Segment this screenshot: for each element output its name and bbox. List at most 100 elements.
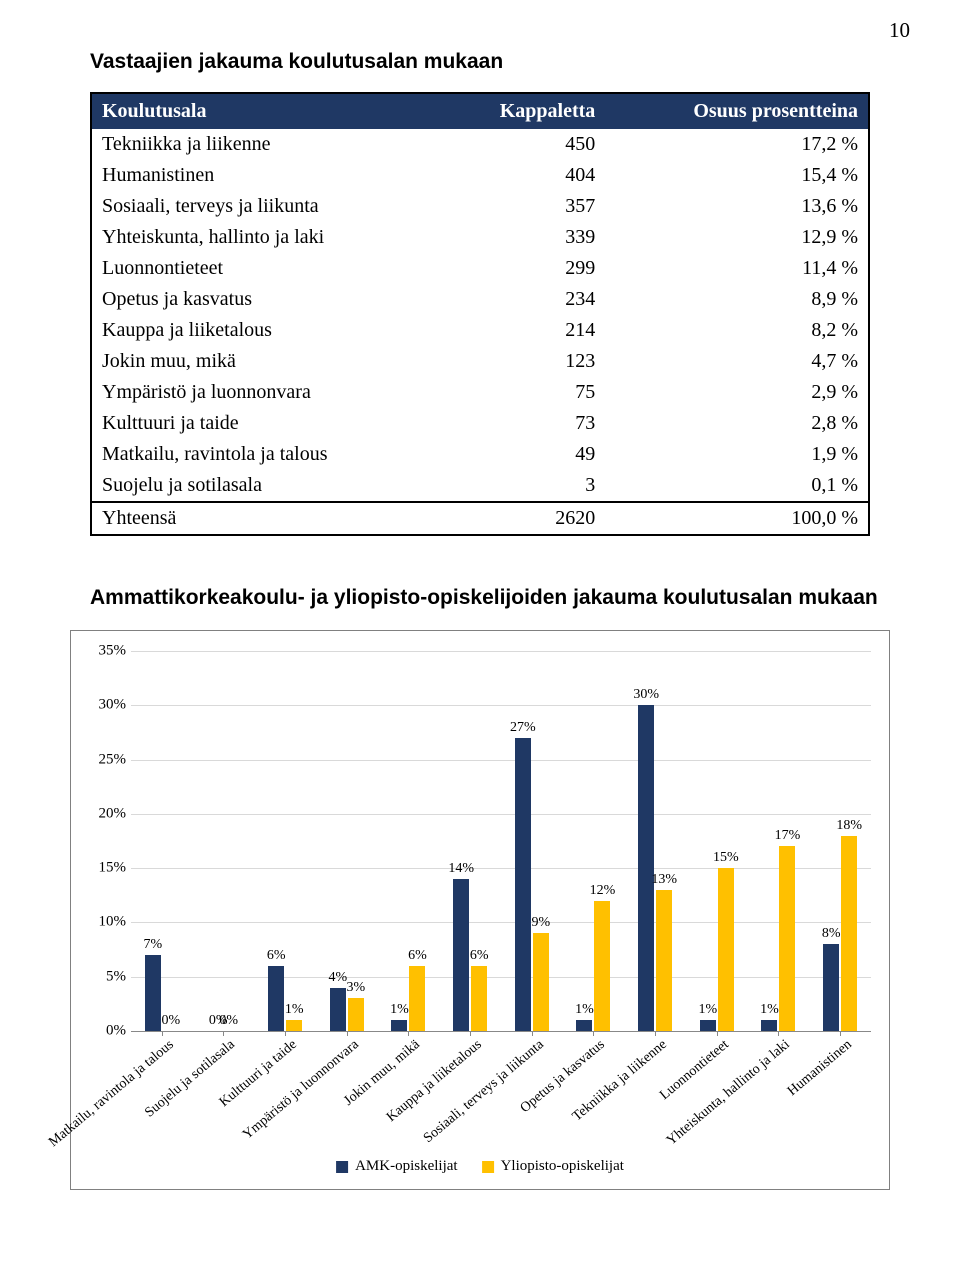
table-row: Tekniikka ja liikenne45017,2 % — [91, 129, 869, 160]
y-axis-label: 5% — [86, 968, 126, 985]
cell-label: Yhteiskunta, hallinto ja laki — [91, 222, 441, 253]
cell-pct: 8,9 % — [605, 284, 869, 315]
bar-value-label: 1% — [760, 1002, 779, 1018]
bar-group: 1%15%Luonnontieteet — [686, 651, 748, 1031]
legend-label: AMK-opiskelijat — [355, 1158, 458, 1175]
cell-total-pct: 100,0 % — [605, 502, 869, 535]
cell-count: 214 — [441, 315, 605, 346]
cell-label: Kulttuuri ja taide — [91, 408, 441, 439]
cell-count: 49 — [441, 439, 605, 470]
table-row: Ympäristö ja luonnonvara752,9 % — [91, 377, 869, 408]
col-header-koulutusala: Koulutusala — [91, 93, 441, 129]
cell-pct: 2,8 % — [605, 408, 869, 439]
cell-pct: 17,2 % — [605, 129, 869, 160]
cell-count: 3 — [441, 470, 605, 502]
cell-label: Luonnontieteet — [91, 253, 441, 284]
bar-amk: 1% — [576, 1020, 592, 1031]
bar-yliopisto: 6% — [409, 966, 425, 1031]
bar-value-label: 27% — [510, 720, 536, 736]
cell-count: 123 — [441, 346, 605, 377]
cell-label: Kauppa ja liiketalous — [91, 315, 441, 346]
bar-value-label: 1% — [285, 1002, 304, 1018]
bar-group: 1%17%Yhteiskunta, hallinto ja laki — [748, 651, 810, 1031]
cell-label: Opetus ja kasvatus — [91, 284, 441, 315]
bar-value-label: 6% — [408, 948, 427, 964]
table-title: Vastaajien jakauma koulutusalan mukaan — [90, 50, 890, 74]
bar-yliopisto: 12% — [594, 901, 610, 1031]
bar-group: 8%18%Humanistinen — [809, 651, 871, 1031]
cell-pct: 4,7 % — [605, 346, 869, 377]
cell-label: Matkailu, ravintola ja talous — [91, 439, 441, 470]
bar-chart: 0%5%10%15%20%25%30%35%7%0%Matkailu, ravi… — [70, 630, 890, 1190]
bar-yliopisto: 3% — [348, 998, 364, 1031]
bar-amk: 1% — [761, 1020, 777, 1031]
bar-group: 14%6%Kauppa ja liiketalous — [439, 651, 501, 1031]
bar-value-label: 7% — [143, 937, 162, 953]
table-total-row: Yhteensä2620100,0 % — [91, 502, 869, 535]
bar-value-label: 17% — [775, 828, 801, 844]
col-header-osuus: Osuus prosentteina — [605, 93, 869, 129]
bar-amk: 1% — [700, 1020, 716, 1031]
bar-value-label: 30% — [633, 687, 659, 703]
y-axis-label: 35% — [86, 643, 126, 660]
legend-item-amk: AMK-opiskelijat — [336, 1158, 458, 1175]
cell-label: Jokin muu, mikä — [91, 346, 441, 377]
cell-pct: 13,6 % — [605, 191, 869, 222]
bar-value-label: 3% — [346, 980, 365, 996]
bar-yliopisto: 13% — [656, 890, 672, 1031]
cell-total-label: Yhteensä — [91, 502, 441, 535]
chart-title: Ammattikorkeakoulu- ja yliopisto-opiskel… — [90, 586, 890, 610]
cell-label: Tekniikka ja liikenne — [91, 129, 441, 160]
cell-total-count: 2620 — [441, 502, 605, 535]
bar-value-label: 8% — [822, 926, 841, 942]
bar-amk: 30% — [638, 705, 654, 1031]
y-axis-label: 0% — [86, 1023, 126, 1040]
col-header-kappaletta: Kappaletta — [441, 93, 605, 129]
cell-label: Sosiaali, terveys ja liikunta — [91, 191, 441, 222]
swatch-icon — [336, 1161, 348, 1173]
chart-legend: AMK-opiskelijat Yliopisto-opiskelijat — [336, 1158, 624, 1175]
bar-group: 0%0%Suojelu ja sotilasala — [193, 651, 255, 1031]
bar-value-label: 1% — [698, 1002, 717, 1018]
legend-item-yliopisto: Yliopisto-opiskelijat — [482, 1158, 624, 1175]
bar-value-label: 6% — [470, 948, 489, 964]
legend-label: Yliopisto-opiskelijat — [501, 1158, 624, 1175]
cell-count: 73 — [441, 408, 605, 439]
cell-pct: 11,4 % — [605, 253, 869, 284]
bar-group: 4%3%Ympäristö ja luonnonvara — [316, 651, 378, 1031]
table-row: Suojelu ja sotilasala30,1 % — [91, 470, 869, 502]
cell-count: 404 — [441, 160, 605, 191]
cell-count: 299 — [441, 253, 605, 284]
table-row: Kauppa ja liiketalous2148,2 % — [91, 315, 869, 346]
bar-value-label: 1% — [390, 1002, 409, 1018]
table-row: Jokin muu, mikä1234,7 % — [91, 346, 869, 377]
bar-value-label: 0% — [219, 1013, 238, 1029]
table-row: Kulttuuri ja taide732,8 % — [91, 408, 869, 439]
cell-label: Humanistinen — [91, 160, 441, 191]
cell-pct: 8,2 % — [605, 315, 869, 346]
bar-yliopisto: 17% — [779, 846, 795, 1031]
cell-pct: 12,9 % — [605, 222, 869, 253]
cell-pct: 1,9 % — [605, 439, 869, 470]
bar-group: 1%6%Jokin muu, mikä — [378, 651, 440, 1031]
y-axis-label: 30% — [86, 697, 126, 714]
y-axis-label: 25% — [86, 751, 126, 768]
bar-yliopisto: 1% — [286, 1020, 302, 1031]
y-axis-label: 15% — [86, 860, 126, 877]
bar-amk: 8% — [823, 944, 839, 1031]
data-table: Koulutusala Kappaletta Osuus prosenttein… — [90, 92, 870, 536]
bar-value-label: 4% — [328, 970, 347, 986]
cell-count: 75 — [441, 377, 605, 408]
table-row: Luonnontieteet29911,4 % — [91, 253, 869, 284]
bar-amk: 4% — [330, 988, 346, 1031]
bar-value-label: 6% — [267, 948, 286, 964]
bar-group: 1%12%Opetus ja kasvatus — [563, 651, 625, 1031]
bar-group: 6%1%Kulttuuri ja taide — [254, 651, 316, 1031]
bar-value-label: 1% — [575, 1002, 594, 1018]
y-axis-label: 10% — [86, 914, 126, 931]
bar-yliopisto: 9% — [533, 933, 549, 1031]
bar-amk: 14% — [453, 879, 469, 1031]
cell-pct: 0,1 % — [605, 470, 869, 502]
bar-amk: 1% — [391, 1020, 407, 1031]
cell-label: Suojelu ja sotilasala — [91, 470, 441, 502]
